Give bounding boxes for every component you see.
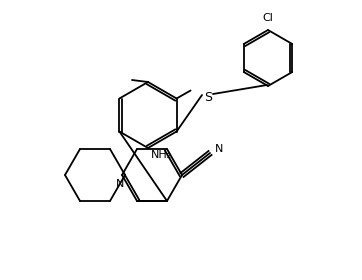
Text: NH₂: NH₂ — [151, 150, 172, 160]
Text: Cl: Cl — [262, 13, 273, 23]
Text: N: N — [116, 179, 124, 189]
Text: S: S — [204, 90, 212, 104]
Text: N: N — [215, 144, 223, 154]
